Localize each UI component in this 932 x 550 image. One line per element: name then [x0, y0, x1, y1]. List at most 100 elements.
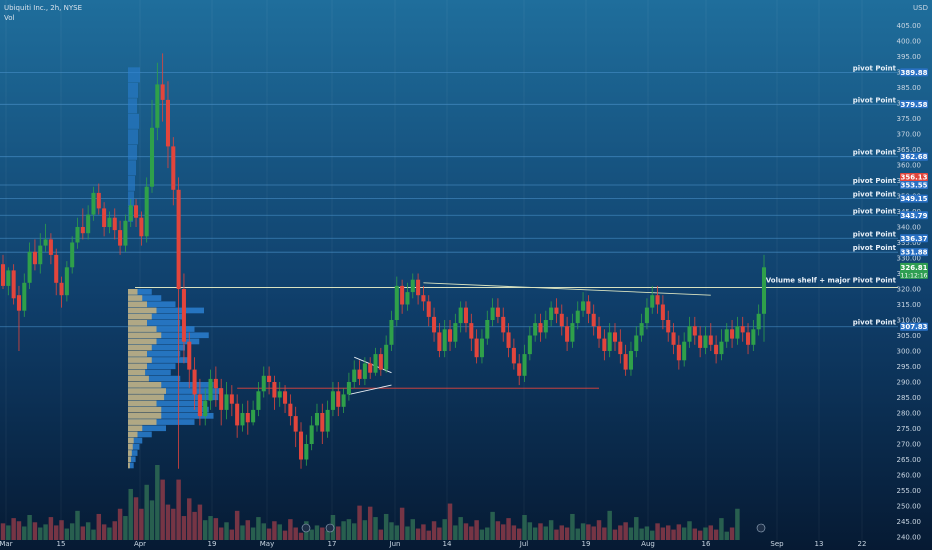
candle-body[interactable] — [309, 425, 314, 444]
candle-body[interactable] — [245, 413, 250, 423]
candle-body[interactable] — [543, 320, 548, 333]
candle-body[interactable] — [357, 369, 362, 379]
candle-body[interactable] — [80, 227, 85, 234]
candle-body[interactable] — [378, 354, 383, 370]
candle-body[interactable] — [591, 313, 596, 327]
candle-body[interactable] — [272, 382, 277, 398]
candle-body[interactable] — [746, 332, 751, 345]
candle-body[interactable] — [352, 369, 357, 382]
candle-body[interactable] — [336, 391, 341, 407]
candle-body[interactable] — [676, 344, 681, 361]
candle-body[interactable] — [538, 323, 543, 333]
candle-body[interactable] — [86, 214, 91, 234]
candle-body[interactable] — [181, 289, 186, 342]
candle-body[interactable] — [581, 301, 586, 311]
candle-body[interactable] — [330, 391, 335, 410]
candle-body[interactable] — [341, 394, 346, 407]
candle-body[interactable] — [639, 323, 644, 336]
candle-body[interactable] — [682, 341, 687, 361]
candle-body[interactable] — [203, 400, 208, 417]
candle-body[interactable] — [565, 326, 570, 342]
candle-body[interactable] — [362, 363, 367, 379]
candle-body[interactable] — [27, 251, 32, 283]
candle-body[interactable] — [123, 220, 128, 246]
candle-body[interactable] — [118, 230, 123, 246]
candle-body[interactable] — [320, 413, 325, 432]
candle-body[interactable] — [623, 354, 628, 370]
candle-body[interactable] — [22, 282, 27, 311]
candle-body[interactable] — [671, 332, 676, 345]
candle-body[interactable] — [761, 267, 767, 314]
candle-body[interactable] — [479, 338, 484, 358]
candle-body[interactable] — [139, 217, 144, 237]
candle-body[interactable] — [607, 332, 612, 351]
candle-body[interactable] — [298, 431, 304, 460]
candle-body[interactable] — [474, 338, 479, 358]
candle-body[interactable] — [405, 292, 410, 305]
candle-body[interactable] — [575, 310, 580, 324]
event-marker-icon[interactable] — [301, 523, 311, 533]
candle-body[interactable] — [490, 307, 495, 320]
candle-body[interactable] — [517, 363, 522, 376]
candle-body[interactable] — [410, 279, 415, 293]
candle-body[interactable] — [730, 329, 735, 339]
candle-body[interactable] — [373, 354, 378, 373]
candle-body[interactable] — [522, 354, 527, 376]
candle-body[interactable] — [453, 323, 458, 342]
candle-body[interactable] — [602, 338, 607, 351]
candle-body[interactable] — [421, 295, 426, 302]
candle-body[interactable] — [134, 205, 139, 218]
candle-body[interactable] — [687, 326, 692, 342]
candle-body[interactable] — [570, 323, 575, 342]
candle-body[interactable] — [426, 301, 431, 317]
candle-body[interactable] — [394, 285, 399, 320]
candle-body[interactable] — [724, 329, 729, 342]
candle-body[interactable] — [256, 391, 261, 410]
candle-body[interactable] — [160, 84, 165, 100]
candle-body[interactable] — [128, 205, 133, 221]
candle-body[interactable] — [6, 270, 11, 286]
candle-body[interactable] — [432, 316, 437, 333]
candle-body[interactable] — [506, 332, 511, 348]
candle-body[interactable] — [197, 394, 202, 417]
candle-body[interactable] — [293, 416, 298, 432]
candle-body[interactable] — [527, 335, 532, 355]
candle-body[interactable] — [277, 391, 282, 398]
candle-body[interactable] — [612, 332, 618, 342]
candle-body[interactable] — [703, 335, 708, 348]
candle-body[interactable] — [187, 341, 192, 370]
event-marker-icon[interactable] — [756, 523, 766, 533]
candle-body[interactable] — [437, 332, 442, 351]
candle-body[interactable] — [586, 301, 591, 314]
candle-body[interactable] — [714, 344, 719, 355]
candle-body[interactable] — [107, 217, 112, 227]
candle-body[interactable] — [756, 313, 761, 330]
candle-body[interactable] — [692, 326, 697, 336]
candle-body[interactable] — [751, 329, 756, 345]
candle-body[interactable] — [75, 227, 80, 243]
candle-body[interactable] — [59, 282, 64, 296]
candle-body[interactable] — [501, 316, 506, 333]
candle-body[interactable] — [144, 186, 149, 237]
candle-body[interactable] — [735, 326, 740, 339]
candle-body[interactable] — [224, 394, 229, 410]
candle-body[interactable] — [171, 146, 176, 190]
candle-body[interactable] — [416, 279, 421, 296]
candle-body[interactable] — [660, 304, 665, 321]
candle-body[interactable] — [251, 409, 256, 423]
candle-body[interactable] — [48, 239, 53, 255]
candle-body[interactable] — [213, 378, 218, 389]
candle-body[interactable] — [91, 192, 96, 215]
candle-body[interactable] — [628, 351, 633, 370]
candle-body[interactable] — [740, 326, 745, 333]
candle-body[interactable] — [644, 307, 649, 324]
candle-body[interactable] — [485, 320, 490, 339]
candle-body[interactable] — [38, 245, 43, 265]
candle-body[interactable] — [458, 307, 463, 324]
candle-body[interactable] — [0, 264, 6, 286]
candle-body[interactable] — [11, 270, 16, 299]
candle-body[interactable] — [549, 307, 554, 320]
event-marker-icon[interactable] — [325, 523, 335, 533]
candle-body[interactable] — [16, 295, 21, 311]
